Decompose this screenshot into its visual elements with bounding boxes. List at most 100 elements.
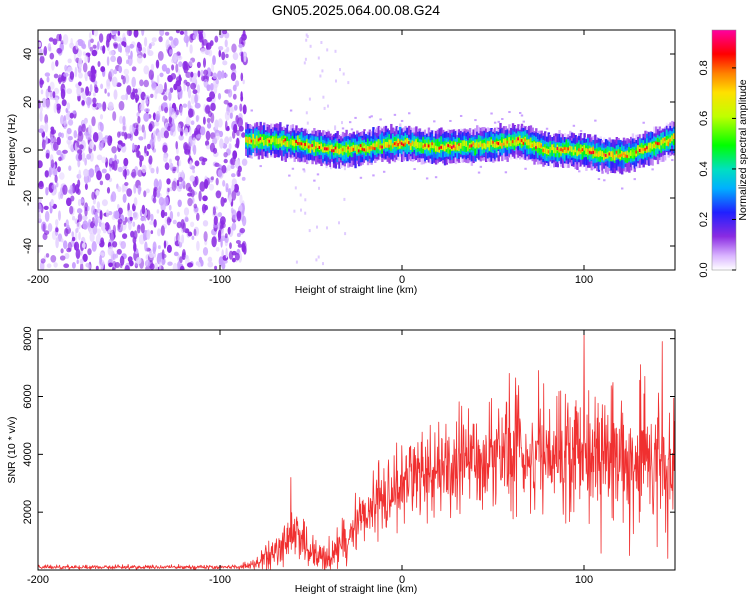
spectrogram-noise-cell: [202, 247, 209, 256]
snr-x-tick-label: -200: [27, 574, 49, 586]
spectrogram-noise-cell: [222, 60, 228, 66]
spectrogram-noise-cell: [115, 253, 119, 259]
spectrogram-noise-cell: [128, 30, 132, 37]
spectrogram-signal-cell: [655, 143, 658, 149]
spectrogram-noise-cell: [85, 76, 88, 82]
spectrogram-signal-cell: [331, 144, 334, 151]
snr-x-tick-label: 100: [575, 574, 593, 586]
spectrogram-signal-cell: [522, 120, 525, 123]
spectrogram-noise-cell: [160, 225, 165, 236]
spectrogram-noise-cell: [47, 223, 53, 232]
spectrogram-noise-cell: [181, 169, 184, 180]
spectrogram-noise-cell: [119, 255, 125, 266]
spectrogram-noise-cell: [222, 73, 228, 78]
spectrogram-peak-cell: [542, 148, 545, 152]
spectrogram-noise-cell: [100, 265, 103, 270]
spectrogram-noise-cell: [220, 238, 223, 248]
spectrogram-signal-cell: [631, 152, 635, 159]
spectrogram-peak-cell: [608, 152, 611, 156]
spectrogram-noise-cell: [55, 97, 59, 105]
spectrogram-noise-cell: [224, 136, 230, 145]
spectrogram-noise-cell: [162, 102, 168, 108]
spectrogram-signal-cell: [293, 140, 296, 147]
spectrogram-noise-cell: [113, 69, 118, 75]
spectrogram-signal-cell: [388, 139, 391, 146]
spectrogram-signal-cell: [320, 143, 323, 150]
spectrogram-signal-cell: [336, 147, 339, 154]
colorbar: 0.0 0.2 0.4 0.6 0.8 Normalized spectral ampl…: [698, 29, 749, 278]
spectrogram-signal-cell: [424, 144, 427, 150]
spectrogram-noise-cell: [221, 51, 226, 61]
spectrogram-noise-cell: [303, 61, 306, 65]
spectrogram-noise-cell: [334, 49, 337, 53]
spectrogram-noise-cell: [189, 60, 193, 67]
spectrogram-noise-cell: [95, 265, 99, 270]
spectrogram-signal-cell: [350, 128, 354, 131]
spectrogram-peak-cell: [347, 146, 350, 150]
spectrogram-peak-cell: [388, 144, 391, 148]
spectrogram-signal-cell: [649, 142, 653, 149]
spectrogram-noise-cell: [305, 111, 308, 115]
spectrogram-signal-cell: [633, 149, 636, 156]
spectrogram-signal-cell: [501, 142, 504, 149]
spectrogram-noise-cell: [57, 166, 61, 173]
spectrogram-noise-cell: [68, 119, 74, 126]
spectrogram-signal-cell: [368, 147, 372, 154]
spectrogram-signal-cell: [527, 139, 531, 146]
spectrogram-noise-cell: [341, 121, 343, 125]
spectrogram-peak-cell: [404, 142, 407, 146]
spectrogram-noise-cell: [79, 258, 84, 265]
spectrogram-signal-cell: [490, 139, 493, 146]
spectrogram-noise-cell: [149, 252, 154, 258]
spectrogram-noise-cell: [117, 186, 122, 193]
spectrogram-signal-cell: [463, 142, 466, 152]
spectrogram-noise-cell: [53, 262, 58, 268]
spectrogram-noise-cell: [105, 173, 111, 181]
spectrogram-signal-cell: [408, 141, 411, 151]
spectrogram-signal-cell: [529, 142, 533, 149]
spectrogram-noise-cell: [133, 122, 139, 129]
spectrogram-noise-cell: [159, 30, 165, 37]
spectrogram-noise-cell: [210, 102, 216, 112]
spectrogram-noise-cell: [64, 64, 68, 72]
spectrogram-signal-cell: [354, 145, 357, 151]
spectrogram-noise-cell: [121, 184, 125, 193]
spectrogram-noise-cell: [327, 129, 330, 133]
spectrogram-noise-cell: [88, 32, 92, 39]
spectrogram-noise-cell: [202, 220, 209, 227]
spectrogram-noise-cell: [203, 78, 209, 88]
spectrogram-signal-cell: [672, 135, 675, 145]
spectrogram-noise-cell: [218, 130, 224, 138]
spectrogram-signal-cell: [390, 139, 393, 146]
spectrogram-noise-cell: [84, 183, 88, 190]
spectrogram-noise-cell: [172, 53, 178, 63]
spectrogram-noise-cell: [110, 55, 116, 63]
spectrogram-signal-cell: [302, 142, 305, 149]
spectrogram-signal-cell: [642, 121, 645, 124]
spectrogram-peak-cell: [259, 137, 262, 141]
spectrogram-noise-cell: [123, 68, 130, 76]
spectrogram-signal-cell: [359, 144, 363, 151]
spectrogram-noise-cell: [231, 190, 237, 201]
spectrogram-noise-cell: [315, 258, 318, 262]
spectrogram-noise-cell: [81, 123, 86, 133]
spectrogram-signal-cell: [261, 136, 264, 143]
spectrogram-noise-cell: [85, 262, 91, 268]
spectrogram-noise-cell: [316, 225, 318, 229]
spectrogram-peak-cell: [592, 150, 595, 154]
spectrogram-noise-cell: [60, 88, 66, 100]
spectrogram-noise-cell: [215, 132, 220, 141]
spectrogram-noise-cell: [231, 257, 236, 263]
spectrogram-noise-cell: [106, 78, 111, 87]
spectrogram-noise-cell: [196, 240, 200, 251]
spectrogram-signal-cell: [263, 133, 266, 144]
spectrogram-noise-cell: [175, 109, 180, 116]
spectrogram-noise-cell: [153, 178, 159, 189]
spectrogram-noise-cell: [196, 212, 200, 221]
spectrogram-noise-cell: [327, 104, 329, 108]
spectrogram-noise-cell: [144, 241, 148, 252]
spectrogram-signal-cell: [411, 142, 415, 152]
spectrogram-noise-cell: [202, 157, 208, 162]
spectrogram-signal-cell: [662, 139, 665, 149]
spectrogram-y-tick-label: -40: [22, 238, 34, 254]
